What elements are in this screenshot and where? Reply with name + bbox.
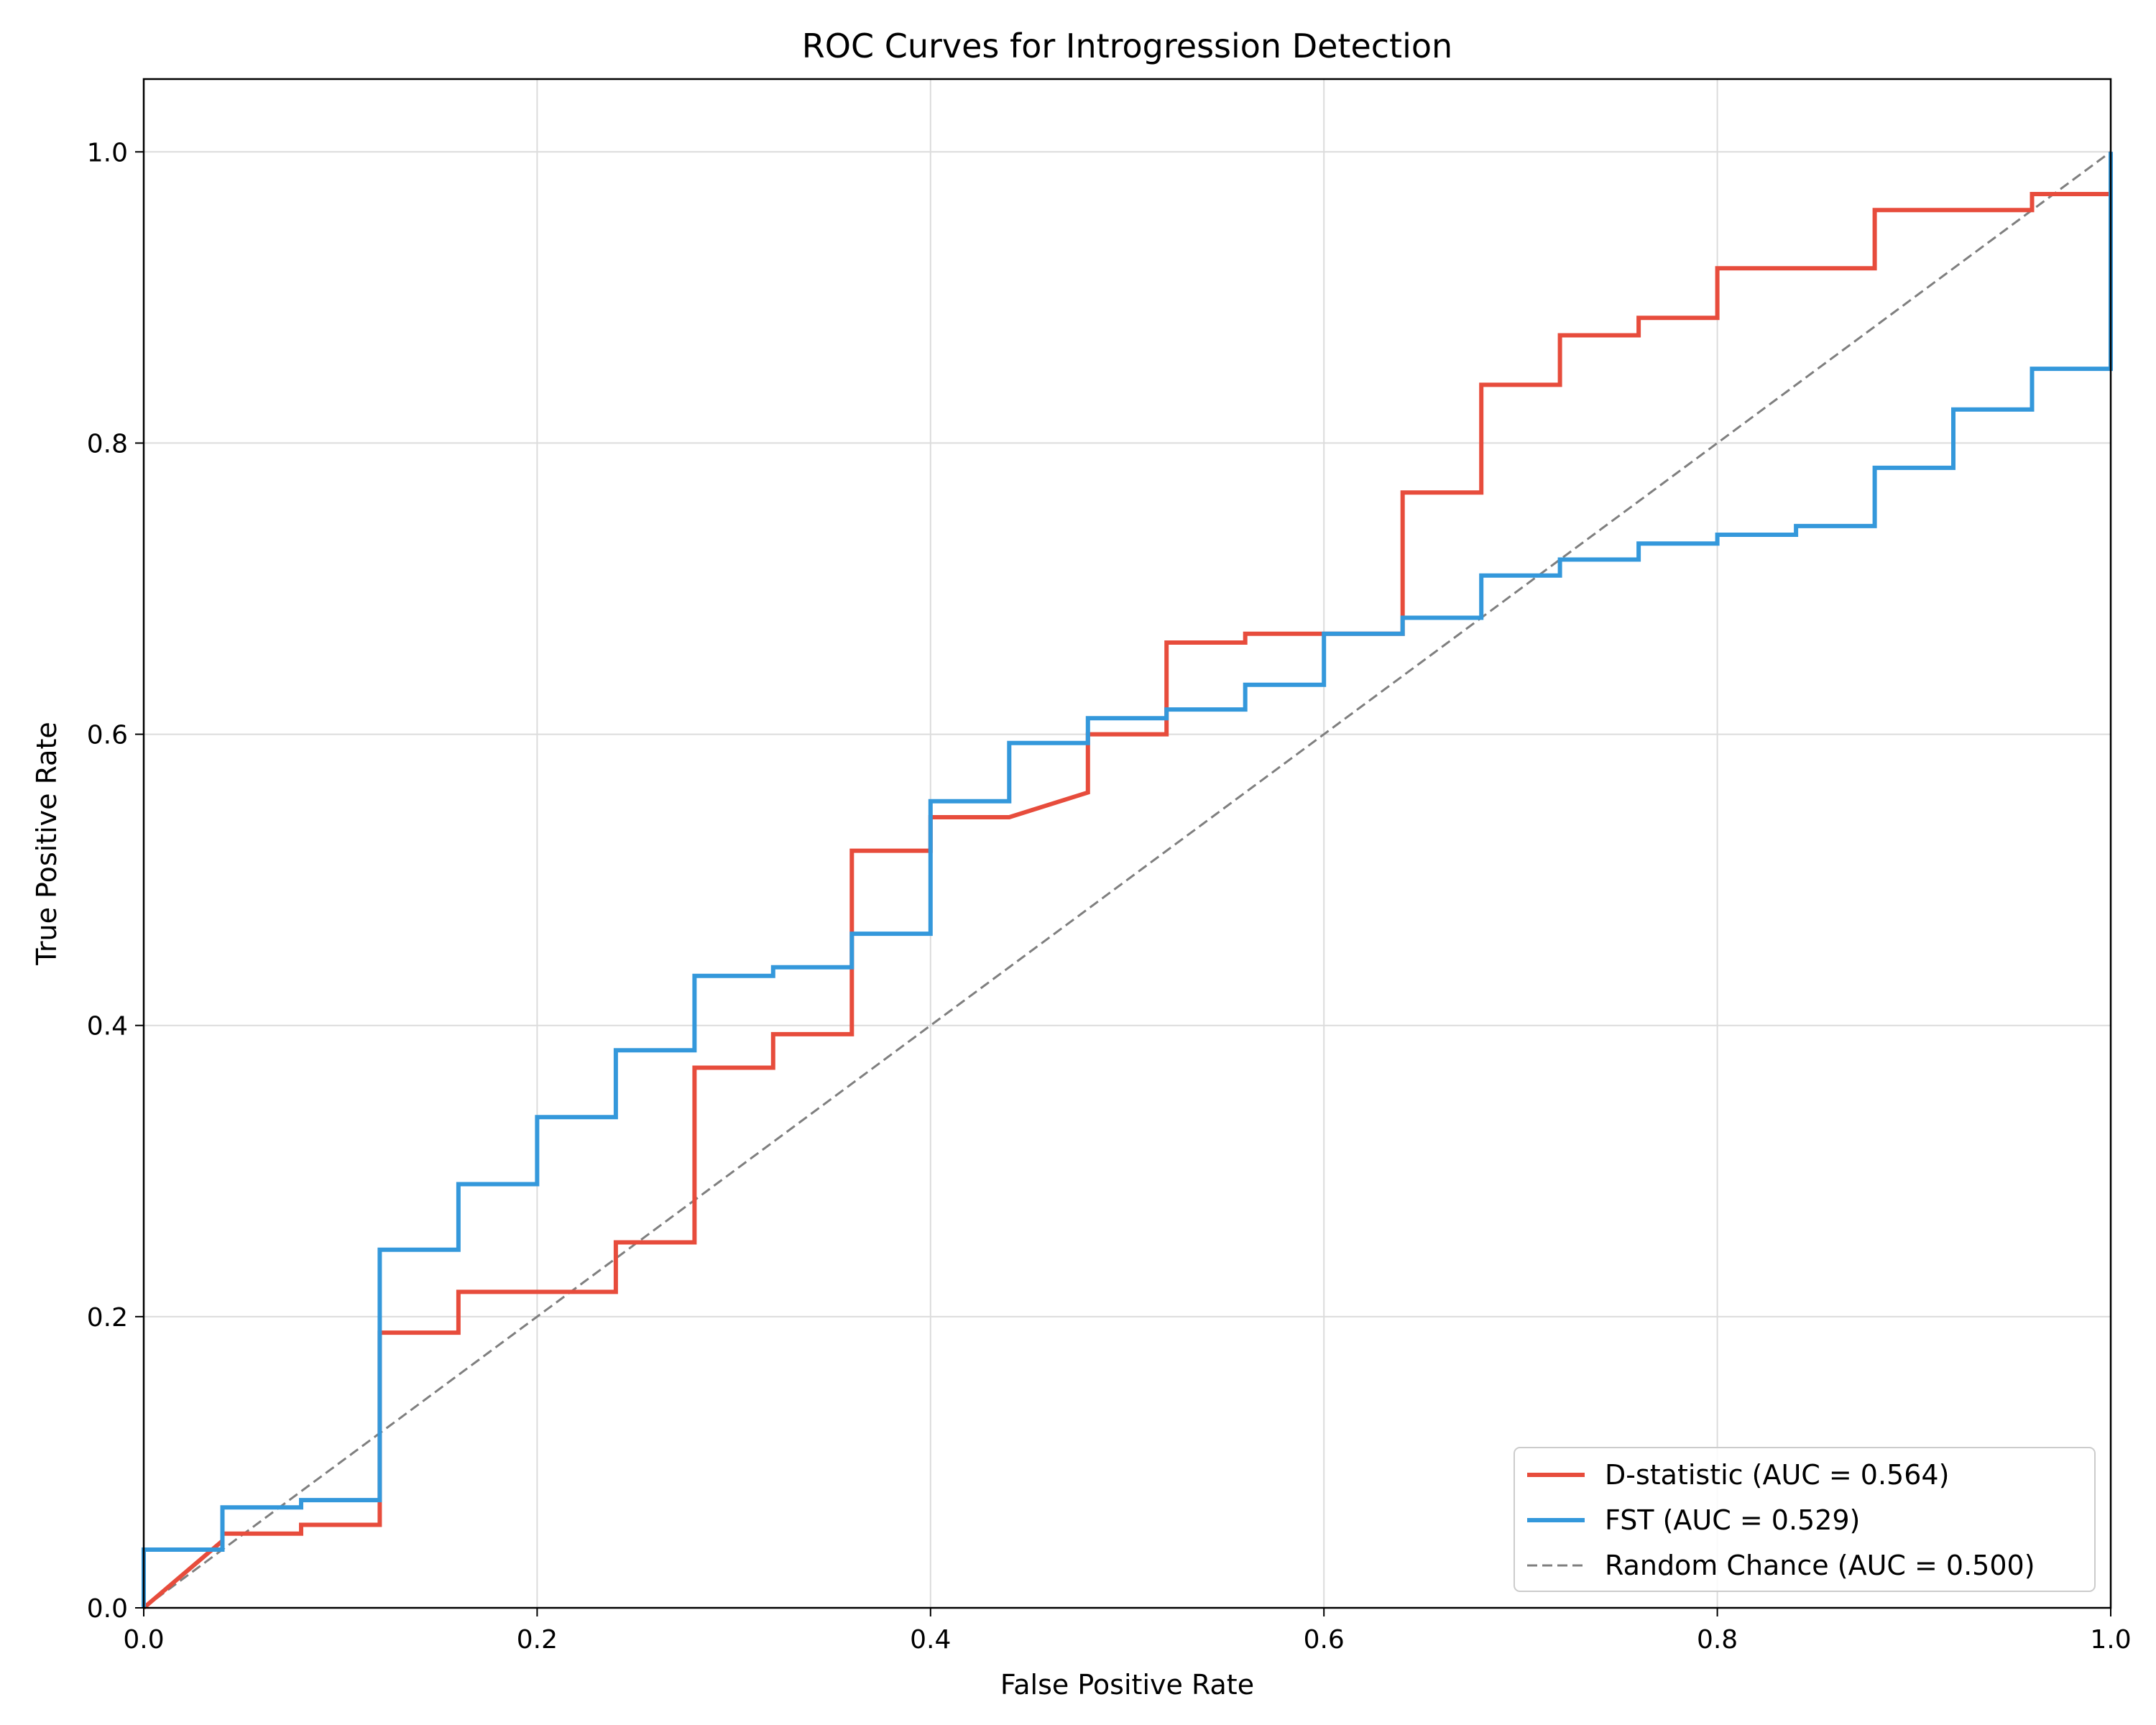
y-tick-label: 1.0 [87,138,128,167]
x-axis-label: False Positive Rate [1000,1669,1254,1701]
x-tick-label: 0.2 [517,1625,558,1655]
ticks: 0.0 0.2 0.4 0.6 0.8 1.0 0.0 0.2 0.4 0.6 0.8 1.0 [87,138,2132,1655]
x-tick-label: 0.4 [910,1625,951,1655]
y-tick-label: 0.8 [87,429,128,459]
y-axis-label: True Positive Rate [31,722,63,966]
y-tick-label: 0.4 [87,1012,128,1041]
legend-box [1514,1447,2096,1592]
legend-entry-label: FST (AUC = 0.529) [1605,1504,1860,1536]
series-line-2 [143,151,2111,1609]
y-tick-label: 0.0 [87,1594,128,1624]
chart-title: ROC Curves for Introgression Detection [802,27,1452,65]
series-layer [142,151,2113,1610]
legend: D-statistic (AUC = 0.564) FST (AUC = 0.52… [1514,1447,2096,1592]
y-tick-label: 0.2 [87,1303,128,1333]
series-line-1 [142,152,2113,1608]
legend-entry-label: Random Chance (AUC = 0.500) [1605,1550,2035,1581]
x-tick-label: 1.0 [2090,1625,2131,1655]
x-tick-label: 0.0 [123,1625,164,1655]
y-tick-label: 0.6 [87,721,128,750]
legend-entry-label: D-statistic (AUC = 0.564) [1605,1459,1949,1491]
x-tick-label: 0.6 [1304,1625,1345,1655]
plot-frame [142,78,2112,1609]
x-tick-label: 0.8 [1697,1625,1738,1655]
